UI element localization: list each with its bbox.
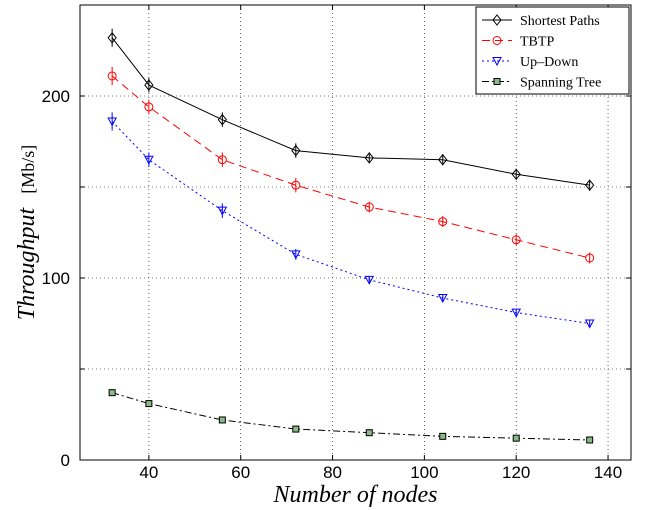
diamond-marker <box>511 168 521 181</box>
series-spanning-tree <box>108 389 594 444</box>
legend: Shortest Paths TBTP Up–Down Spanning Tree <box>475 6 630 95</box>
triangle-marker <box>584 319 595 329</box>
circle-marker <box>107 71 117 81</box>
series-line <box>111 392 590 441</box>
circle-marker <box>511 235 521 245</box>
diamond-marker <box>585 179 595 191</box>
triangle-marker <box>107 117 117 127</box>
square-marker <box>292 425 300 433</box>
legend-item: TBTP <box>482 35 554 50</box>
x-tick-label: 140 <box>594 463 622 482</box>
legend-label: Up–Down <box>520 55 578 70</box>
axis-ticks: 40 60 80 100 120 140 0 100 200 <box>42 4 631 482</box>
series-up-down <box>107 112 595 329</box>
circle-marker <box>144 102 154 112</box>
square-marker <box>493 78 501 85</box>
triangle-marker <box>511 308 522 318</box>
diamond-marker <box>291 144 301 157</box>
series-tbtp <box>107 66 595 264</box>
legend-item: Shortest Paths <box>482 14 600 29</box>
x-axis-title: Number of nodes <box>273 482 438 508</box>
square-marker <box>145 400 153 408</box>
series-line <box>111 121 590 324</box>
square-marker <box>218 416 226 424</box>
legend-box <box>475 6 630 95</box>
circle-marker <box>364 202 374 212</box>
triangle-marker <box>364 275 375 285</box>
y-tick-label: 0 <box>61 451 70 470</box>
triangle-marker <box>144 155 154 165</box>
square-marker <box>365 429 373 437</box>
diamond-marker <box>144 79 154 91</box>
x-tick-label: 60 <box>231 463 250 482</box>
circle-marker <box>438 217 448 227</box>
diamond-marker <box>217 113 227 126</box>
legend-item: Up–Down <box>482 55 578 70</box>
series-line <box>111 75 590 259</box>
square-marker <box>586 436 594 444</box>
circle-marker <box>585 253 595 263</box>
diamond-marker <box>364 152 374 164</box>
triangle-marker <box>217 206 228 216</box>
x-tick-label: 40 <box>139 463 158 482</box>
circle-marker <box>492 36 502 45</box>
triangle-marker <box>492 57 502 67</box>
circle-marker <box>217 155 227 165</box>
legend-item: Spanning Tree <box>482 76 601 91</box>
square-marker <box>108 389 116 397</box>
y-tick-label: 200 <box>42 87 70 106</box>
series-shortest-paths <box>107 28 595 191</box>
legend-label: TBTP <box>520 35 554 50</box>
x-tick-label: 100 <box>410 463 438 482</box>
y-axis-label: Throughput <box>14 206 40 320</box>
y-axis-title: Throughput [Mb/s] <box>14 145 40 320</box>
series-line <box>111 37 590 186</box>
triangle-marker <box>290 250 301 260</box>
plot-frame <box>79 4 632 461</box>
diamond-marker <box>492 14 502 26</box>
legend-label: Spanning Tree <box>520 76 601 91</box>
diamond-marker <box>107 31 117 44</box>
legend-label: Shortest Paths <box>520 14 600 29</box>
square-marker <box>439 432 447 440</box>
square-marker <box>512 434 520 442</box>
series-layer <box>107 28 595 444</box>
y-axis-unit: [Mb/s] <box>18 145 38 194</box>
triangle-marker <box>437 294 448 304</box>
x-tick-label: 80 <box>323 463 342 482</box>
circle-marker <box>291 180 301 190</box>
diamond-marker <box>438 153 448 166</box>
y-tick-label: 100 <box>42 269 70 288</box>
x-tick-label: 120 <box>502 463 530 482</box>
